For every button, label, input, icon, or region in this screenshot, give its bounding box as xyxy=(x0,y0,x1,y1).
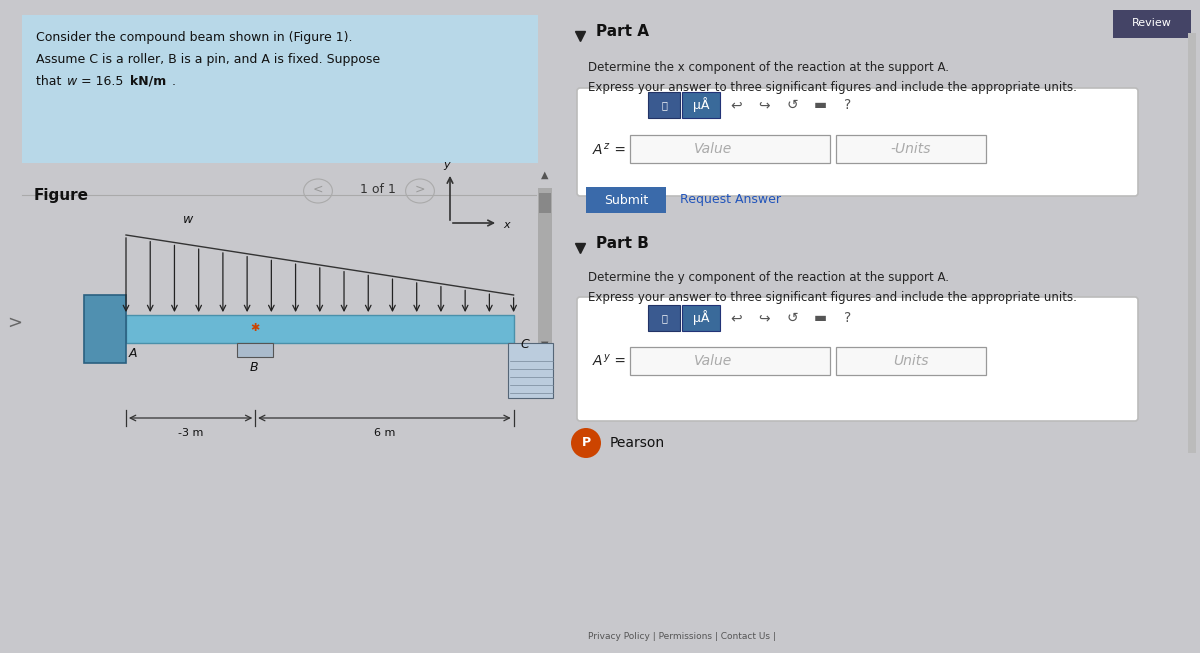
Text: that: that xyxy=(36,75,65,88)
Bar xyxy=(1114,10,1190,38)
Bar xyxy=(538,188,552,353)
Text: ↪: ↪ xyxy=(758,98,770,112)
Bar xyxy=(836,347,986,375)
Text: Part B: Part B xyxy=(596,236,649,251)
Text: -3 m: -3 m xyxy=(178,428,203,438)
Text: = 16.5: = 16.5 xyxy=(77,75,127,88)
Text: =: = xyxy=(610,143,626,157)
Text: ▲: ▲ xyxy=(541,170,548,180)
Bar xyxy=(238,343,274,357)
Text: ↺: ↺ xyxy=(786,311,798,325)
Text: w: w xyxy=(184,213,193,226)
Text: Units: Units xyxy=(893,354,929,368)
Text: kN/m: kN/m xyxy=(130,75,166,88)
Bar xyxy=(836,135,986,163)
Text: Review: Review xyxy=(1132,18,1172,28)
Text: ↩: ↩ xyxy=(730,98,742,112)
Bar xyxy=(630,347,830,375)
Text: C: C xyxy=(521,338,529,351)
Text: y: y xyxy=(604,352,608,362)
Text: Value: Value xyxy=(694,354,732,368)
Bar xyxy=(682,305,720,331)
Text: Pearson: Pearson xyxy=(610,436,665,450)
Text: =: = xyxy=(610,354,626,368)
Text: z: z xyxy=(604,141,608,151)
Text: Part A: Part A xyxy=(596,24,649,39)
Text: ⬛: ⬛ xyxy=(661,313,667,323)
Text: <: < xyxy=(313,183,323,196)
Bar xyxy=(508,343,553,398)
Text: ?: ? xyxy=(845,311,852,325)
Text: Express your answer to three significant figures and include the appropriate uni: Express your answer to three significant… xyxy=(588,81,1076,94)
Text: Consider the compound beam shown in (Figure 1).: Consider the compound beam shown in (Fig… xyxy=(36,31,353,44)
Text: Value: Value xyxy=(694,142,732,156)
Text: 1 of 1: 1 of 1 xyxy=(360,183,396,196)
Text: Assume C is a roller, B is a pin, and A is fixed. Suppose: Assume C is a roller, B is a pin, and A … xyxy=(36,53,380,66)
Bar xyxy=(1188,33,1196,453)
Text: A: A xyxy=(128,347,137,360)
Text: w: w xyxy=(67,75,78,88)
Text: ▬: ▬ xyxy=(814,311,827,325)
Text: Figure: Figure xyxy=(34,188,89,203)
Circle shape xyxy=(571,428,601,458)
FancyBboxPatch shape xyxy=(577,88,1138,196)
Text: Determine the x component of the reaction at the support A.: Determine the x component of the reactio… xyxy=(588,61,949,74)
Text: ?: ? xyxy=(845,98,852,112)
Text: B: B xyxy=(250,361,258,374)
Bar xyxy=(682,92,720,118)
Text: μÅ: μÅ xyxy=(692,311,709,325)
Text: ▬: ▬ xyxy=(814,98,827,112)
Text: y: y xyxy=(443,160,450,170)
Bar xyxy=(22,15,538,163)
Bar xyxy=(648,305,680,331)
Text: Request Answer: Request Answer xyxy=(680,193,781,206)
Text: ↪: ↪ xyxy=(758,311,770,325)
Text: 6 m: 6 m xyxy=(373,428,395,438)
Text: Submit: Submit xyxy=(604,193,648,206)
Text: -Units: -Units xyxy=(890,142,931,156)
Text: Determine the y component of the reaction at the support A.: Determine the y component of the reactio… xyxy=(588,271,949,284)
Text: P: P xyxy=(582,436,590,449)
Bar xyxy=(630,135,830,163)
Bar xyxy=(648,92,680,118)
Text: ⬛: ⬛ xyxy=(661,100,667,110)
Text: μÅ: μÅ xyxy=(692,97,709,112)
Bar xyxy=(126,315,514,343)
Text: ✱: ✱ xyxy=(251,323,260,333)
Text: ↺: ↺ xyxy=(786,98,798,112)
Text: ↩: ↩ xyxy=(730,311,742,325)
Text: >: > xyxy=(7,314,22,332)
FancyBboxPatch shape xyxy=(577,297,1138,421)
Text: Express your answer to three significant figures and include the appropriate uni: Express your answer to three significant… xyxy=(588,291,1076,304)
Text: >: > xyxy=(415,183,425,196)
Bar xyxy=(539,193,551,213)
Text: .: . xyxy=(172,75,175,88)
Text: A: A xyxy=(593,143,602,157)
Text: ▼: ▼ xyxy=(541,340,548,350)
Text: x: x xyxy=(503,220,510,230)
Text: A: A xyxy=(593,354,602,368)
Bar xyxy=(586,187,666,213)
Text: Privacy Policy | Permissions | Contact Us |: Privacy Policy | Permissions | Contact U… xyxy=(588,632,776,641)
Bar xyxy=(84,295,126,363)
